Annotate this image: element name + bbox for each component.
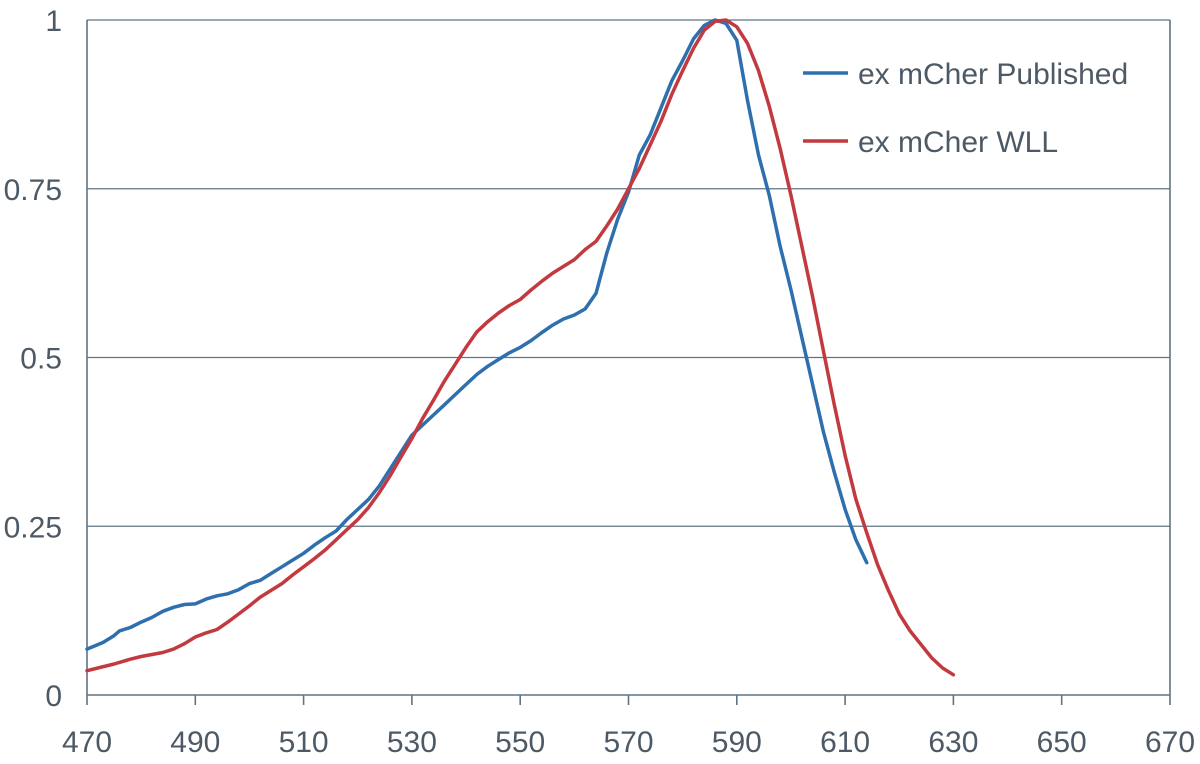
- x-tick-label: 490: [170, 726, 220, 759]
- x-tick-label: 530: [387, 726, 437, 759]
- series-layer: [85, 18, 956, 677]
- y-tick-label: 0.75: [4, 174, 62, 207]
- x-tick-label: 610: [820, 726, 870, 759]
- x-tick-label: 570: [603, 726, 653, 759]
- grid-layer: [86, 19, 1171, 705]
- x-tick-label: 670: [1145, 726, 1195, 759]
- y-tick-label: 1: [45, 5, 62, 38]
- y-tick-label: 0: [45, 680, 62, 713]
- x-tick-label: 630: [928, 726, 978, 759]
- y-tick-label: 0.5: [20, 343, 62, 376]
- series-line-2: [85, 18, 956, 677]
- x-tick-label: 590: [712, 726, 762, 759]
- x-tick-label: 470: [62, 726, 112, 759]
- legend-label: ex mCher WLL: [858, 126, 1058, 159]
- series-line-1: [85, 18, 869, 651]
- legend-label: ex mCher Published: [858, 58, 1128, 91]
- legend: ex mCher Published ex mCher WLL: [803, 58, 1128, 159]
- y-tick-label: 0.25: [4, 511, 62, 544]
- x-tick-label: 550: [495, 726, 545, 759]
- x-tick-label: 650: [1037, 726, 1087, 759]
- tick-label-layer: 470 490 510 530 550 570 590 610 630 650 670 0 0.25 0.…: [4, 5, 1195, 759]
- x-tick-label: 510: [279, 726, 329, 759]
